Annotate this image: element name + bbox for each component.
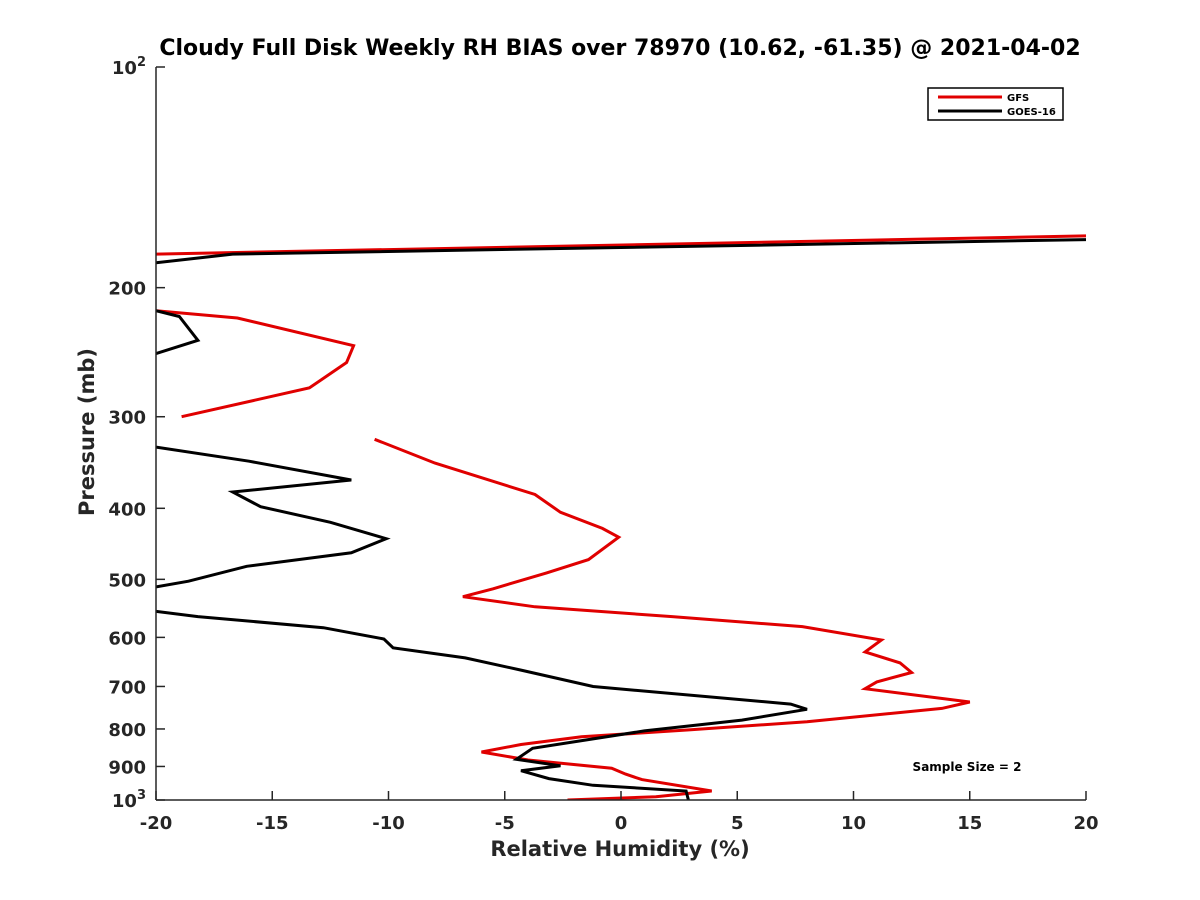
series-goes-16-line-3 — [156, 445, 391, 589]
x-axis-label: Relative Humidity (%) — [490, 837, 749, 861]
x-tick-label: -5 — [495, 813, 515, 834]
y-tick-label: 900 — [108, 757, 146, 778]
legend-box — [927, 87, 1064, 121]
y-tick-label: 400 — [108, 499, 146, 520]
plot-series — [156, 234, 1086, 800]
series-goes-16-line-2 — [156, 309, 201, 356]
y-axis-label: Pressure (mb) — [75, 348, 99, 516]
x-tick-label: 10 — [841, 813, 866, 834]
x-tick-label: -20 — [140, 813, 173, 834]
axes: -20 -15 -10 -5 0 5 10 15 20 102 200 300 400 500 600 700… — [108, 55, 1098, 834]
y-tick-label: 800 — [108, 720, 146, 741]
series-goes-16-line-4 — [156, 609, 808, 800]
series-gfs-line-2 — [156, 309, 356, 419]
x-tick-label: -15 — [256, 813, 289, 834]
legend: GFS GOES-16 — [927, 87, 1064, 121]
series-goes-16-line-1 — [156, 238, 1086, 265]
chart-title: Cloudy Full Disk Weekly RH BIAS over 789… — [159, 36, 1080, 61]
x-tick-label: 20 — [1073, 813, 1098, 834]
x-tick-label: 5 — [731, 813, 744, 834]
series-gfs-line-1 — [156, 234, 1086, 256]
y-tick-label: 102 — [112, 55, 146, 79]
sample-size-annotation: Sample Size = 2 — [913, 760, 1022, 774]
x-tick-label: -10 — [372, 813, 405, 834]
y-tick-label: 300 — [108, 408, 146, 429]
y-tick-label: 600 — [108, 628, 146, 649]
y-tick-label: 500 — [108, 570, 146, 591]
y-tick-label: 200 — [108, 279, 146, 300]
legend-label-gfs: GFS — [1007, 93, 1029, 104]
legend-label-goes-16: GOES-16 — [1007, 107, 1056, 118]
y-tick-label: 700 — [108, 677, 146, 698]
x-tick-label: 0 — [615, 813, 628, 834]
x-tick-label: 15 — [957, 813, 982, 834]
series-gfs-line-3 — [374, 437, 971, 800]
y-tick-label: 103 — [112, 788, 146, 812]
